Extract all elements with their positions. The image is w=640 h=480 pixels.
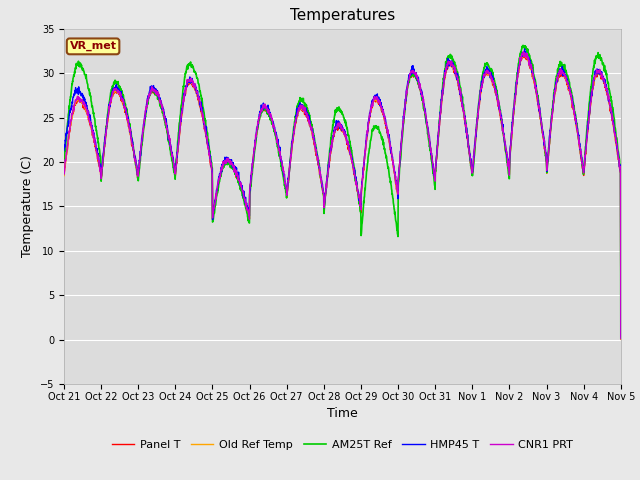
Panel T [504, 162, 512, 168]
Panel T [358, 176, 366, 182]
HMP45 T [504, 156, 512, 162]
Title: Temperatures: Temperatures [290, 9, 395, 24]
Line: Old Ref Temp: Old Ref Temp [64, 54, 621, 339]
CNR1 PRT [568, 96, 575, 102]
HMP45 T [568, 96, 575, 102]
AM25T Ref [371, 124, 378, 130]
HMP45 T [371, 96, 378, 102]
CNR1 PRT [358, 178, 366, 184]
Old Ref Temp [520, 51, 527, 57]
Panel T [520, 51, 527, 57]
Panel T [568, 97, 575, 103]
Panel T [617, 336, 625, 342]
Old Ref Temp [60, 173, 68, 179]
Old Ref Temp [358, 180, 366, 185]
AM25T Ref [358, 216, 366, 222]
Old Ref Temp [617, 336, 625, 342]
AM25T Ref [504, 166, 512, 172]
CNR1 PRT [60, 170, 68, 176]
AM25T Ref [584, 124, 591, 130]
HMP45 T [584, 131, 591, 137]
AM25T Ref [60, 157, 68, 163]
CNR1 PRT [584, 130, 591, 136]
CNR1 PRT [371, 94, 378, 100]
AM25T Ref [216, 179, 223, 184]
HMP45 T [216, 174, 223, 180]
Legend: Panel T, Old Ref Temp, AM25T Ref, HMP45 T, CNR1 PRT: Panel T, Old Ref Temp, AM25T Ref, HMP45 … [108, 436, 577, 455]
Panel T [371, 97, 378, 103]
HMP45 T [521, 46, 529, 52]
Panel T [584, 133, 591, 139]
CNR1 PRT [504, 162, 512, 168]
Line: Panel T: Panel T [64, 54, 621, 339]
AM25T Ref [519, 42, 527, 48]
Line: CNR1 PRT: CNR1 PRT [64, 51, 621, 339]
Old Ref Temp [584, 132, 591, 138]
CNR1 PRT [520, 48, 527, 54]
CNR1 PRT [216, 177, 223, 182]
CNR1 PRT [617, 336, 625, 342]
X-axis label: Time: Time [327, 407, 358, 420]
Panel T [60, 172, 68, 178]
Y-axis label: Temperature (C): Temperature (C) [21, 156, 35, 257]
AM25T Ref [568, 93, 575, 98]
Old Ref Temp [216, 176, 223, 182]
Old Ref Temp [371, 97, 378, 103]
Text: VR_met: VR_met [70, 41, 116, 51]
Old Ref Temp [568, 97, 575, 103]
AM25T Ref [617, 335, 625, 341]
Line: HMP45 T: HMP45 T [64, 49, 621, 336]
Line: AM25T Ref: AM25T Ref [64, 45, 621, 338]
Old Ref Temp [504, 164, 512, 170]
HMP45 T [60, 148, 68, 154]
HMP45 T [617, 334, 625, 339]
Panel T [216, 176, 223, 182]
HMP45 T [358, 177, 366, 182]
